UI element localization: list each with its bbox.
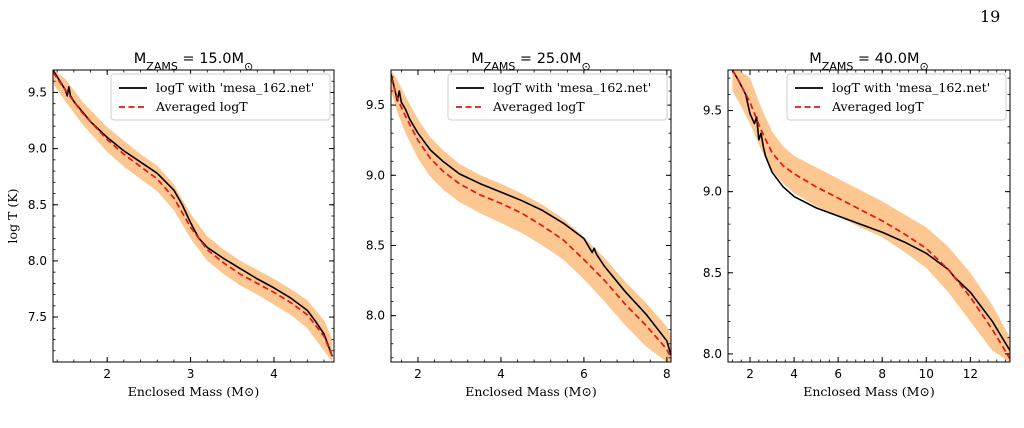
averaged-logt-line bbox=[731, 70, 1010, 360]
x-tick-label: 12 bbox=[963, 367, 978, 381]
title-main: M bbox=[134, 51, 147, 67]
y-tick-label: 8.0 bbox=[703, 347, 722, 361]
legend-box bbox=[447, 73, 668, 121]
x-tick-label: 2 bbox=[103, 367, 111, 381]
x-tick-label: 4 bbox=[270, 367, 278, 381]
logt-mesa-line bbox=[391, 74, 671, 356]
y-tick-label: 9.0 bbox=[703, 185, 722, 199]
plot-frame bbox=[390, 69, 672, 363]
x-tick-label: 4 bbox=[790, 367, 798, 381]
title-tail: = 40.0M bbox=[853, 51, 919, 67]
y-tick-label: 9.5 bbox=[703, 104, 722, 118]
x-tick-label: 8 bbox=[663, 367, 671, 381]
chart-panel-2: 2 4 6 8 8.0 8.5 9.0 9.5 MZAMS = 25.0M⊙ Enclosed M… bbox=[366, 51, 672, 399]
legend-label: logT with 'mesa_162.net' bbox=[156, 80, 314, 95]
uncertainty-band bbox=[391, 70, 671, 362]
x-tick-label: 8 bbox=[878, 367, 886, 381]
x-axis-label: Enclosed Mass (M⊙) bbox=[803, 384, 935, 399]
y-tick-label: 8.5 bbox=[28, 198, 47, 212]
x-axis-label: Enclosed Mass (M⊙) bbox=[128, 384, 260, 399]
chart-title: MZAMS = 25.0M⊙ bbox=[471, 51, 590, 73]
y-tick-label: 8.5 bbox=[366, 238, 385, 252]
chart-panel-3: 2 4 6 8 10 12 8.0 8.5 9.0 9.5 MZAMS = 40.0M⊙ Enclos… bbox=[703, 51, 1011, 399]
plot-area bbox=[53, 70, 334, 362]
x-tick-label: 2 bbox=[746, 367, 754, 381]
legend-box bbox=[786, 73, 1007, 121]
legend-label: Averaged logT bbox=[492, 99, 585, 114]
chart-panel-1: 2 3 4 7.5 8.0 8.5 9.0 9.5 MZAMS = 15.0M⊙ Enclosed… bbox=[28, 51, 335, 399]
y-tick-label: 7.5 bbox=[28, 310, 47, 324]
legend-label: Averaged logT bbox=[155, 99, 248, 114]
legend-box bbox=[110, 73, 331, 121]
y-tick-label: 9.0 bbox=[366, 168, 385, 182]
title-main: M bbox=[471, 51, 484, 67]
plot-frame bbox=[727, 69, 1011, 363]
averaged-logt-line bbox=[53, 71, 334, 357]
y-tick-label: 9.0 bbox=[28, 142, 47, 156]
chart-title: MZAMS = 40.0M⊙ bbox=[809, 51, 928, 73]
title-subscript: ZAMS bbox=[822, 60, 854, 73]
legend-label: logT with 'mesa_162.net' bbox=[493, 80, 651, 95]
legend-label: Averaged logT bbox=[831, 99, 924, 114]
plot-area bbox=[391, 70, 671, 362]
y-axis-label: log T (K) bbox=[5, 189, 20, 244]
chart-title: MZAMS = 15.0M⊙ bbox=[134, 51, 253, 73]
x-tick-label: 6 bbox=[834, 367, 842, 381]
x-tick-label: 2 bbox=[414, 367, 422, 381]
y-tick-label: 8.5 bbox=[703, 266, 722, 280]
legend: logT with 'mesa_162.net' Averaged logT bbox=[447, 73, 668, 121]
x-axis-label: Enclosed Mass (M⊙) bbox=[465, 384, 597, 399]
x-tick-label: 4 bbox=[497, 367, 505, 381]
title-main: M bbox=[809, 51, 822, 67]
uncertainty-band bbox=[53, 70, 333, 362]
legend-label: logT with 'mesa_162.net' bbox=[832, 80, 990, 95]
x-tick-label: 3 bbox=[187, 367, 195, 381]
title-subscript: ZAMS bbox=[146, 60, 178, 73]
title-subscript: ZAMS bbox=[484, 60, 516, 73]
averaged-logt-line bbox=[391, 76, 671, 359]
page-number: 19 bbox=[980, 7, 1001, 26]
legend: logT with 'mesa_162.net' Averaged logT bbox=[110, 73, 331, 121]
title-sun-symbol: ⊙ bbox=[582, 60, 591, 73]
plot-area bbox=[731, 70, 1010, 362]
x-tick-label: 10 bbox=[919, 367, 934, 381]
logt-mesa-line bbox=[53, 70, 334, 357]
legend: logT with 'mesa_162.net' Averaged logT bbox=[786, 73, 1007, 121]
title-tail: = 15.0M bbox=[178, 51, 244, 67]
title-sun-symbol: ⊙ bbox=[920, 60, 929, 73]
title-tail: = 25.0M bbox=[515, 51, 581, 67]
x-tick-label: 6 bbox=[580, 367, 588, 381]
y-tick-label: 9.5 bbox=[366, 98, 385, 112]
title-sun-symbol: ⊙ bbox=[244, 60, 253, 73]
y-tick-label: 9.5 bbox=[28, 85, 47, 99]
y-tick-label: 8.0 bbox=[366, 309, 385, 323]
y-tick-label: 8.0 bbox=[28, 254, 47, 268]
